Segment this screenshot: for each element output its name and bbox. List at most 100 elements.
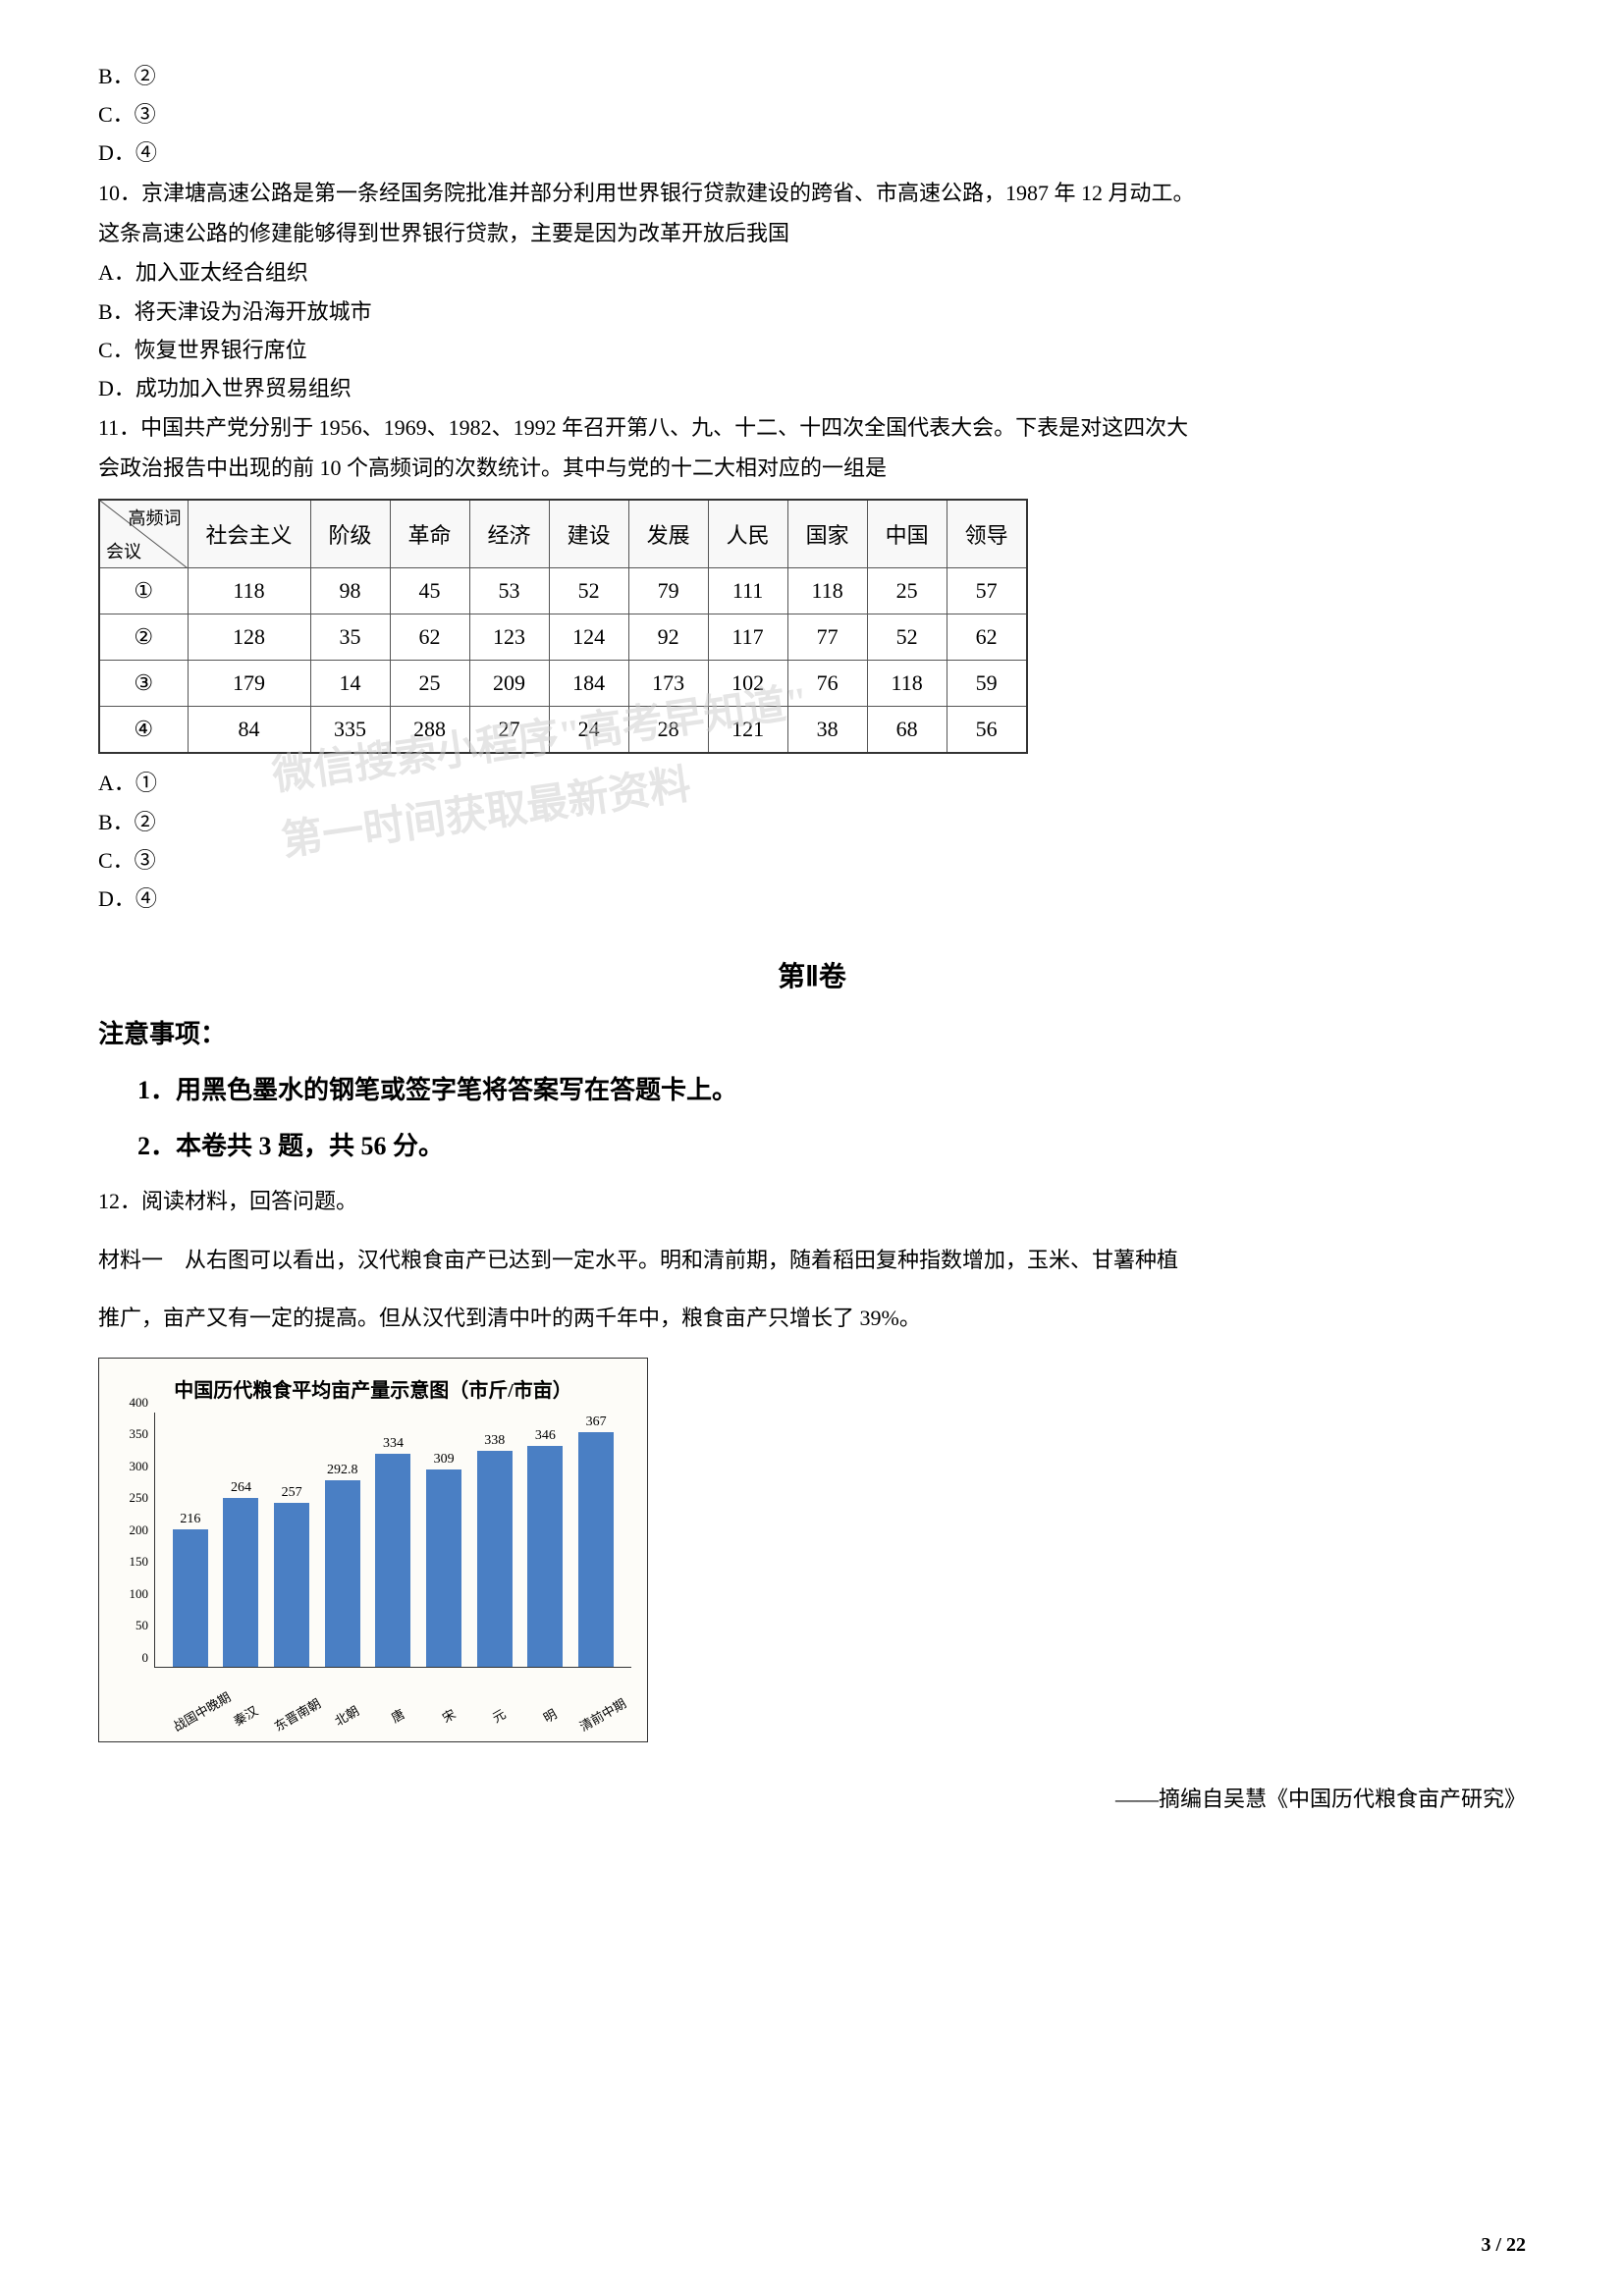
bar [274,1503,309,1667]
table-cell: 92 [628,614,708,661]
table-cell: 27 [469,707,549,754]
y-tick-label: 300 [130,1459,149,1474]
bars-container: 216264257292.8334309338346367 [155,1413,631,1667]
bar-group: 338 [471,1433,518,1667]
q11-text-line1: 11．中国共产党分别于 1956、1969、1982、1992 年召开第八、九、… [98,409,1526,446]
table-cell: 68 [867,707,947,754]
row-label: ④ [99,707,188,754]
q10-option-c: C．恢复世界银行席位 [98,333,1526,367]
table-diagonal-header: 高频词 会议 [99,500,188,568]
q9-option-c: C．③ [98,97,1526,132]
q10-text-line2: 这条高速公路的修建能够得到世界银行贷款，主要是因为改革开放后我国 [98,215,1526,251]
table-col-header: 发展 [628,500,708,568]
bar [375,1454,410,1667]
x-axis-label: 东晋南朝 [271,1695,321,1735]
table-col-header: 社会主义 [188,500,310,568]
table-cell: 45 [390,568,469,614]
q11-option-d: D．④ [98,881,1526,916]
table-cell: 35 [310,614,390,661]
x-axis-label: 宋 [423,1695,473,1735]
question-11: 11．中国共产党分别于 1956、1969、1982、1992 年召开第八、九、… [98,409,1526,916]
q10-text-line1: 10．京津塘高速公路是第一条经国务院批准并部分利用世界银行贷款建设的跨省、市高速… [98,175,1526,211]
table-cell: 124 [549,614,628,661]
bar [578,1432,614,1667]
q9-option-d: D．④ [98,135,1526,170]
table-cell: 28 [628,707,708,754]
x-axis-label: 唐 [372,1695,422,1735]
table-cell: 173 [628,661,708,707]
y-tick-label: 100 [130,1586,149,1602]
bar-group: 264 [217,1480,264,1667]
bar-value-label: 264 [231,1480,251,1496]
table-row: ④ 84 335 288 27 24 28 121 38 68 56 [99,707,1027,754]
bar-value-label: 216 [180,1512,200,1527]
y-tick-label: 350 [130,1426,149,1442]
table-cell: 121 [708,707,787,754]
q9-option-b: B．② [98,59,1526,93]
y-tick-label: 50 [135,1618,148,1633]
chart-title: 中国历代粮食平均亩产量示意图（市斤/市亩） [115,1374,631,1403]
x-axis-label: 北朝 [321,1695,371,1735]
row-label: ① [99,568,188,614]
table-cell: 209 [469,661,549,707]
table-cell: 52 [549,568,628,614]
q10-option-a: A．加入亚太经合组织 [98,255,1526,290]
bar-group: 216 [167,1512,214,1667]
bar-group: 292.8 [319,1463,366,1667]
bar-group: 257 [268,1485,315,1667]
citation-text: ——摘编自吴慧《中国历代粮食亩产研究》 [98,1782,1526,1813]
diag-bottom-label: 会议 [106,538,141,563]
table-col-header: 人民 [708,500,787,568]
bar [426,1469,461,1667]
table-cell: 118 [188,568,310,614]
table-row: ② 128 35 62 123 124 92 117 77 52 62 [99,614,1027,661]
table-cell: 57 [947,568,1027,614]
y-tick-label: 150 [130,1554,149,1570]
q11-option-a: A．① [98,766,1526,800]
table-col-header: 建设 [549,500,628,568]
x-axis-label: 明 [524,1695,574,1735]
table-cell: 62 [390,614,469,661]
table-cell: 25 [390,661,469,707]
bar-value-label: 367 [586,1415,607,1430]
table-cell: 14 [310,661,390,707]
row-label: ③ [99,661,188,707]
section-2-title: 第Ⅱ卷 [98,955,1526,994]
y-tick-label: 400 [130,1395,149,1411]
bar-group: 346 [521,1428,568,1667]
table-cell: 128 [188,614,310,661]
bar-group: 367 [572,1415,620,1667]
q11-option-c: C．③ [98,843,1526,878]
yield-chart: 中国历代粮食平均亩产量示意图（市斤/市亩） 050100150200250300… [98,1358,648,1742]
table-col-header: 阶级 [310,500,390,568]
y-axis: 050100150200250300350400 [111,1413,150,1667]
x-axis-label: 元 [474,1695,524,1735]
bar [527,1446,563,1667]
table-col-header: 中国 [867,500,947,568]
table-cell: 53 [469,568,549,614]
table-col-header: 国家 [787,500,867,568]
table-row: ① 118 98 45 53 52 79 111 118 25 57 [99,568,1027,614]
table-cell: 52 [867,614,947,661]
table-cell: 76 [787,661,867,707]
table-col-header: 领导 [947,500,1027,568]
q11-text-line2: 会政治报告中出现的前 10 个高频词的次数统计。其中与党的十二大相对应的一组是 [98,450,1526,486]
table-cell: 59 [947,661,1027,707]
table-cell: 118 [787,568,867,614]
y-tick-label: 0 [142,1650,149,1666]
bar [325,1480,360,1667]
bar-value-label: 292.8 [327,1463,358,1478]
page-number: 3 / 22 [1481,2234,1526,2257]
x-axis: 战国中晚期秦汉东晋南朝北朝唐宋元明清前中期 [154,1707,631,1726]
table-col-header: 革命 [390,500,469,568]
y-tick-label: 250 [130,1490,149,1506]
table-cell: 288 [390,707,469,754]
table-row: ③ 179 14 25 209 184 173 102 76 118 59 [99,661,1027,707]
bar-group: 334 [369,1436,416,1667]
q12-intro: 12．阅读材料，回答问题。 [98,1182,1526,1221]
bar [223,1498,258,1667]
diag-top-label: 高频词 [129,505,182,530]
q11-option-b: B．② [98,805,1526,839]
x-axis-label: 战国中晚期 [169,1695,219,1735]
table-cell: 123 [469,614,549,661]
